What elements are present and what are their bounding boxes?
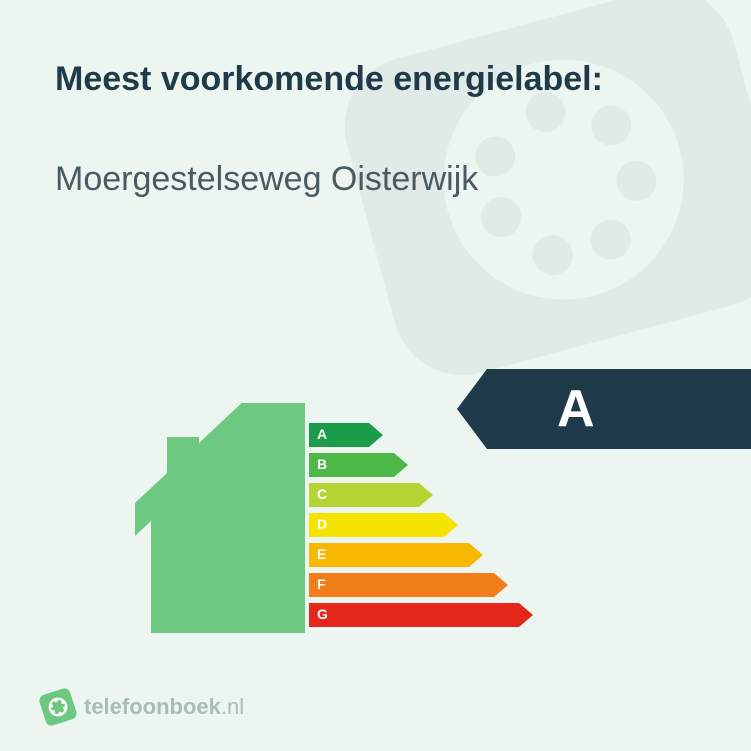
bar-body	[309, 513, 444, 537]
bar-letter: A	[317, 426, 327, 442]
bar-arrow-icon	[369, 423, 383, 447]
rotary-phone-icon	[38, 687, 78, 727]
result-arrow-icon	[457, 369, 487, 449]
footer-label: telefoonboek.nl	[84, 694, 244, 720]
card-title: Meest voorkomende energielabel:	[55, 60, 603, 99]
bar-body	[309, 543, 469, 567]
card-subtitle: Moergestelseweg Oisterwijk	[55, 160, 478, 199]
bar-arrow-icon	[469, 543, 483, 567]
bar-letter: G	[317, 606, 328, 622]
footer-brand-light: .nl	[221, 694, 244, 719]
bar-body	[309, 603, 519, 627]
bar-arrow-icon	[519, 603, 533, 627]
bar-letter: C	[317, 486, 327, 502]
bar-body	[309, 573, 494, 597]
bar-arrow-icon	[444, 513, 458, 537]
bar-letter: E	[317, 546, 326, 562]
bar-letter: D	[317, 516, 327, 532]
bar-letter: F	[317, 576, 326, 592]
footer-logo: telefoonboek.nl	[42, 691, 244, 723]
bar-arrow-icon	[419, 483, 433, 507]
bar-arrow-icon	[494, 573, 508, 597]
bar-letter: B	[317, 456, 327, 472]
result-indicator: A	[487, 369, 751, 449]
house-icon	[135, 403, 305, 633]
bar-arrow-icon	[394, 453, 408, 477]
energy-label-card: Meest voorkomende energielabel: Moergest…	[0, 0, 751, 751]
result-value: A	[557, 379, 595, 439]
footer-brand-bold: telefoonboek	[84, 694, 221, 719]
